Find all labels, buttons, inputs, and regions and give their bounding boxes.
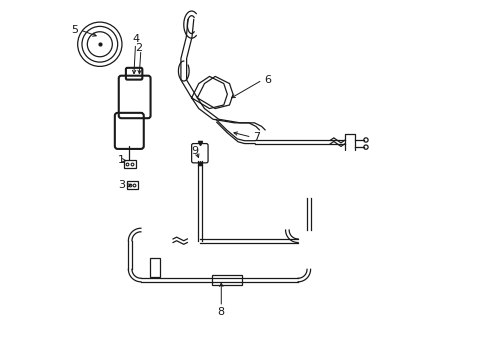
Text: 8: 8: [217, 307, 224, 317]
Text: 2: 2: [135, 43, 142, 53]
Text: 5: 5: [71, 25, 78, 35]
Text: 3: 3: [118, 180, 124, 190]
Text: 9: 9: [190, 147, 198, 157]
Text: 7: 7: [253, 132, 260, 142]
Text: 1: 1: [118, 156, 124, 165]
Text: 4: 4: [132, 34, 139, 44]
Text: 6: 6: [264, 75, 271, 85]
